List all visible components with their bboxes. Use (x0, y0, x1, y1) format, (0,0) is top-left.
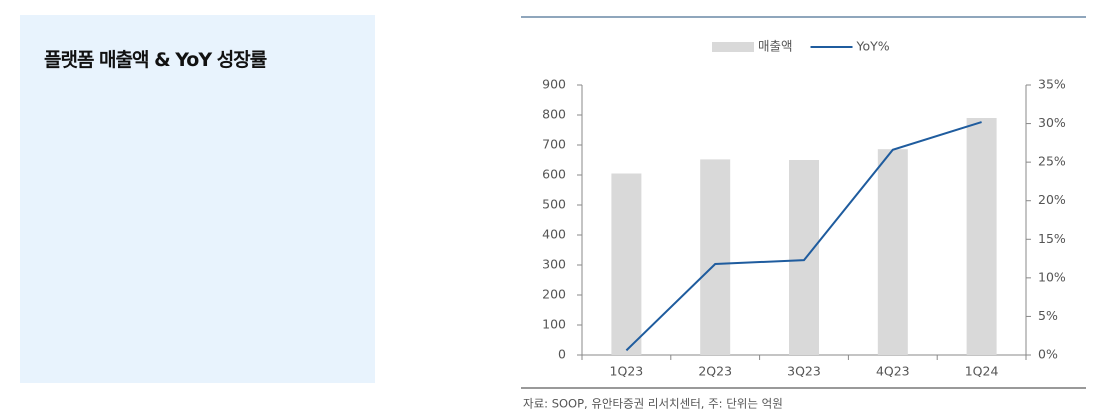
bar (966, 118, 997, 355)
x-tick-label: 2Q23 (698, 364, 732, 379)
y2-tick-label: 0% (1038, 347, 1058, 362)
bar (877, 149, 908, 355)
y2-tick-label: 20% (1038, 192, 1066, 207)
line (625, 121, 982, 352)
panel-title: 플랫폼 매출액 & YoY 성장률 (44, 49, 267, 71)
x-tick-label: 1Q23 (610, 364, 644, 379)
bar (611, 173, 642, 355)
y2-tick-label: 35% (1038, 77, 1066, 92)
bar (700, 159, 731, 355)
y-tick-label: 700 (542, 137, 566, 152)
y2-tick-label: 25% (1038, 154, 1066, 169)
bar (789, 160, 819, 355)
y-tick-label: 800 (542, 107, 566, 122)
x-tick-label: 3Q23 (787, 364, 821, 379)
x-tick-label: 4Q23 (876, 364, 910, 379)
y-tick-label: 300 (542, 257, 566, 272)
y-tick-label: 400 (542, 227, 566, 242)
legend-label: YoY% (856, 39, 890, 54)
y2-tick-label: 5% (1038, 308, 1058, 323)
legend-label: 매출액 (758, 39, 793, 54)
y-tick-label: 500 (542, 197, 566, 212)
x-tick-label: 1Q24 (965, 364, 999, 379)
y-tick-label: 100 (542, 317, 566, 332)
source: 자료: SOOP, 유안타증권 리서치센터, 주: 단위는 억원 (523, 397, 783, 411)
legend-swatch (712, 42, 754, 52)
y-tick-label: 900 (542, 77, 566, 92)
y2-tick-label: 10% (1038, 269, 1066, 284)
y-tick-label: 600 (542, 167, 566, 182)
y-tick-label: 200 (542, 287, 566, 302)
y2-tick-label: 30% (1038, 115, 1066, 130)
side-panel: 플랫폼 매출액 & YoY 성장률 (20, 15, 375, 383)
y2-tick-label: 15% (1038, 231, 1066, 246)
y-tick-label: 0 (558, 347, 566, 362)
